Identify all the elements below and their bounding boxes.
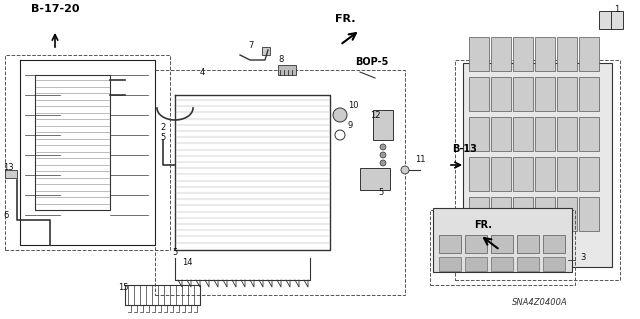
FancyBboxPatch shape [535,117,555,151]
Text: 11: 11 [415,155,426,164]
Text: 5: 5 [160,133,165,142]
FancyBboxPatch shape [535,77,555,111]
Bar [278,65,296,75]
FancyBboxPatch shape [469,37,489,71]
FancyBboxPatch shape [513,117,533,151]
FancyBboxPatch shape [557,37,577,71]
Bar [373,110,393,140]
Text: 12: 12 [370,111,381,120]
Text: 15: 15 [118,283,129,292]
Text: B-13: B-13 [452,144,477,154]
Text: 14: 14 [182,258,193,267]
FancyBboxPatch shape [465,257,487,271]
FancyBboxPatch shape [557,77,577,111]
FancyBboxPatch shape [469,77,489,111]
Bar [5,170,17,178]
FancyBboxPatch shape [491,157,511,191]
FancyBboxPatch shape [469,157,489,191]
FancyBboxPatch shape [557,157,577,191]
Text: 4: 4 [200,68,205,77]
FancyBboxPatch shape [491,117,511,151]
FancyBboxPatch shape [599,11,623,29]
Text: FR.: FR. [474,220,492,230]
Text: B-17-20: B-17-20 [31,4,79,14]
FancyBboxPatch shape [557,197,577,231]
Text: 5: 5 [172,248,177,257]
Text: 3: 3 [580,253,586,262]
Circle shape [401,166,409,174]
FancyBboxPatch shape [469,117,489,151]
Text: 6: 6 [3,211,8,220]
Text: 8: 8 [278,55,284,64]
Bar [262,47,270,55]
FancyBboxPatch shape [517,235,539,253]
FancyBboxPatch shape [579,157,599,191]
FancyBboxPatch shape [491,37,511,71]
Text: 9: 9 [348,121,353,130]
FancyBboxPatch shape [439,235,461,253]
FancyBboxPatch shape [557,117,577,151]
Text: 5: 5 [378,188,383,197]
Circle shape [380,152,386,158]
Circle shape [380,144,386,150]
FancyBboxPatch shape [535,157,555,191]
Bar [360,168,390,190]
FancyBboxPatch shape [513,77,533,111]
FancyBboxPatch shape [517,257,539,271]
FancyBboxPatch shape [491,257,513,271]
FancyBboxPatch shape [513,37,533,71]
FancyBboxPatch shape [543,257,565,271]
FancyBboxPatch shape [579,117,599,151]
Text: 7: 7 [248,41,253,50]
FancyBboxPatch shape [463,63,612,267]
FancyBboxPatch shape [465,235,487,253]
Text: 13: 13 [3,163,13,172]
FancyBboxPatch shape [469,197,489,231]
Text: 2: 2 [160,123,165,132]
FancyBboxPatch shape [543,235,565,253]
Text: BOP-5: BOP-5 [355,57,388,67]
FancyBboxPatch shape [513,197,533,231]
FancyBboxPatch shape [433,208,572,272]
FancyBboxPatch shape [535,197,555,231]
Text: SNA4Z0400A: SNA4Z0400A [512,298,568,307]
FancyBboxPatch shape [491,197,511,231]
Text: 1: 1 [614,5,620,14]
FancyBboxPatch shape [579,197,599,231]
Text: FR.: FR. [335,14,355,24]
FancyBboxPatch shape [535,37,555,71]
FancyBboxPatch shape [439,257,461,271]
FancyBboxPatch shape [491,77,511,111]
Circle shape [380,160,386,166]
FancyBboxPatch shape [579,77,599,111]
Circle shape [333,108,347,122]
FancyBboxPatch shape [491,235,513,253]
FancyBboxPatch shape [579,37,599,71]
Text: 10: 10 [348,101,358,110]
FancyBboxPatch shape [513,157,533,191]
